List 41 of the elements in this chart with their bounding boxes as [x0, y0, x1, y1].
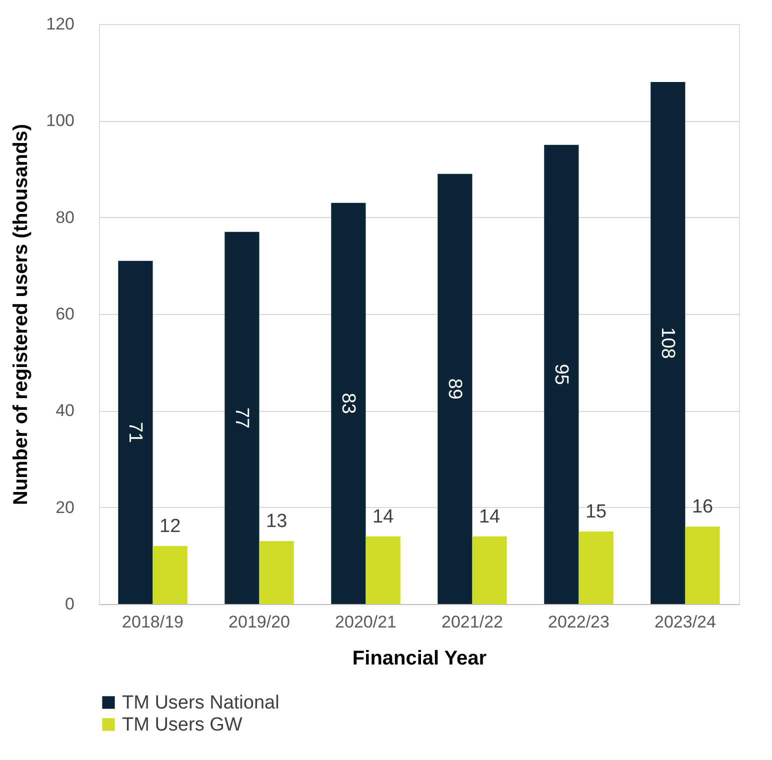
bar	[578, 532, 614, 604]
legend-label: TM Users GW	[122, 714, 242, 736]
data-label: 77	[230, 407, 252, 428]
data-label: 14	[372, 506, 394, 528]
bar	[366, 536, 400, 604]
bar	[259, 541, 294, 604]
data-label: 71	[124, 422, 146, 443]
x-tick-label: 2023/24	[654, 612, 716, 632]
bar	[152, 546, 188, 604]
data-label: 108	[656, 327, 678, 359]
bar	[224, 232, 260, 604]
y-tick-label: 120	[46, 14, 74, 34]
data-label: 83	[337, 392, 358, 414]
y-tick-label: 100	[46, 111, 74, 130]
data-label: 14	[478, 506, 501, 528]
y-tick-label: 20	[56, 498, 74, 517]
legend-label: TM Users National	[122, 692, 280, 714]
y-tick-label: 80	[56, 208, 74, 227]
data-label: 12	[160, 516, 181, 537]
x-tick-label: 2019/20	[228, 612, 290, 632]
x-tick-label: 2020/21	[335, 612, 396, 632]
bar	[650, 82, 686, 604]
x-tick-label: 2022/23	[548, 612, 610, 632]
data-label: 89	[444, 378, 465, 400]
y-tick-label: 40	[56, 401, 74, 420]
data-label: 16	[692, 496, 714, 518]
bar	[331, 202, 366, 604]
x-axis-title: Financial Year	[352, 648, 487, 670]
bar	[118, 260, 153, 604]
x-tick-label: 2018/19	[122, 612, 184, 632]
bar	[685, 526, 720, 604]
x-tick-label: 2021/22	[442, 612, 503, 632]
y-tick-label: 60	[56, 304, 74, 324]
y-axis-title: Number of registered users (thousands)	[10, 124, 32, 506]
bar	[472, 536, 507, 604]
bar	[544, 144, 579, 604]
data-label: 13	[266, 511, 288, 532]
data-label: 95	[550, 364, 572, 385]
bar	[438, 174, 472, 604]
data-label: 15	[585, 502, 607, 522]
y-tick-label: 0	[65, 594, 74, 614]
